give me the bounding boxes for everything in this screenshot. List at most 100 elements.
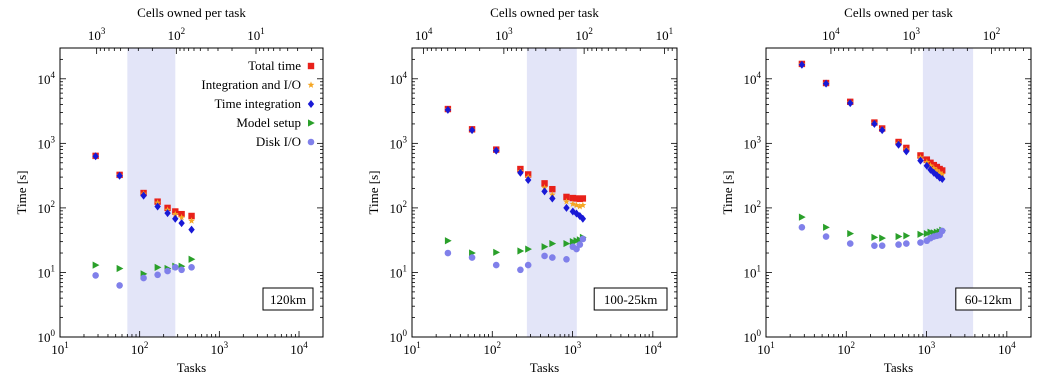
data-point: [92, 152, 99, 161]
y-tick-label: 102: [38, 199, 56, 216]
data-point: [939, 175, 946, 184]
data-point: [895, 232, 903, 241]
data-point: [563, 203, 570, 212]
panel-label: 100-25km: [604, 292, 657, 307]
series-disk-i-o: [444, 235, 587, 274]
data-point: [579, 195, 587, 202]
series-disk-i-o: [798, 224, 946, 249]
data-point: [936, 169, 944, 176]
top-tick-label: 102: [168, 26, 186, 43]
data-point: [878, 242, 886, 249]
data-point: [493, 146, 500, 155]
legend: Total time Integration and I/O Time integr…: [201, 58, 315, 149]
top-tick-label: 103: [88, 26, 106, 43]
y-tick-label: 103: [38, 134, 56, 151]
data-point: [917, 156, 924, 165]
legend-marker: [307, 138, 315, 146]
x-tick-label: 101: [403, 340, 421, 357]
x-tick-label: 101: [757, 340, 775, 357]
x-tick-label: 102: [131, 340, 149, 357]
panel-label-box: [955, 287, 1022, 311]
panel-label-box: [262, 287, 314, 311]
data-point: [938, 227, 946, 235]
data-point: [871, 242, 878, 249]
legend-marker: [307, 62, 315, 70]
data-point: [154, 202, 161, 211]
data-point: [171, 210, 179, 218]
data-point: [541, 180, 548, 187]
y-tick-label: 100: [390, 328, 408, 345]
legend-label: Time integration: [214, 96, 301, 111]
data-point: [576, 202, 584, 210]
y-axis-title: Time [s]: [14, 171, 29, 215]
data-point: [917, 230, 925, 238]
data-point: [92, 272, 99, 279]
y-tick-label: 103: [390, 134, 408, 151]
data-point: [923, 229, 931, 238]
top-tick-label: 101: [656, 26, 674, 43]
data-point: [871, 233, 879, 241]
data-point: [895, 140, 902, 149]
data-point: [930, 164, 938, 172]
x-tick-label: 104: [290, 340, 308, 357]
data-point: [188, 217, 195, 224]
plot-frame: [411, 47, 678, 338]
data-point: [573, 201, 580, 209]
y-tick-label: 101: [390, 263, 408, 280]
data-point: [549, 194, 556, 203]
shaded-region: [127, 48, 176, 337]
data-point: [563, 198, 570, 205]
data-point: [541, 243, 549, 251]
y-tick-label: 104: [38, 70, 56, 87]
data-point: [798, 224, 806, 231]
series-time-integration: [92, 152, 195, 234]
data-point: [549, 239, 557, 248]
data-point: [541, 252, 548, 260]
data-point: [178, 266, 185, 274]
data-point: [524, 176, 532, 185]
top-tick-label: 103: [495, 26, 513, 43]
data-point: [923, 161, 931, 170]
data-point: [569, 200, 577, 207]
data-point: [895, 241, 902, 248]
top-axis-title: Cells owned per task: [490, 5, 599, 20]
data-point: [573, 195, 580, 202]
x-axis-title: Tasks: [530, 360, 559, 375]
legend-label: Model setup: [236, 115, 301, 130]
data-point: [549, 185, 556, 193]
top-tick-label: 101: [247, 26, 264, 43]
data-point: [569, 194, 577, 202]
data-point: [188, 255, 196, 263]
top-axis-title: Cells owned per task: [844, 5, 953, 20]
series-time-integration: [444, 105, 587, 223]
data-point: [116, 282, 123, 289]
data-point: [903, 147, 910, 156]
data-point: [938, 170, 946, 178]
data-point: [525, 245, 532, 253]
data-point: [178, 213, 186, 221]
data-point: [569, 238, 577, 246]
x-tick-label: 103: [918, 340, 936, 357]
data-point: [847, 99, 854, 108]
top-tick-label: 103: [902, 26, 920, 43]
x-tick-label: 102: [838, 340, 856, 357]
plot-frame: [765, 47, 1032, 338]
data-point: [524, 261, 532, 269]
data-point: [164, 209, 171, 218]
data-point: [154, 199, 162, 206]
data-point: [878, 126, 886, 135]
data-point: [140, 274, 147, 282]
data-point: [154, 263, 162, 271]
x-tick-label: 102: [484, 340, 502, 357]
data-point: [822, 233, 830, 240]
data-point: [933, 171, 941, 180]
y-tick-label: 101: [38, 263, 56, 280]
data-point: [871, 119, 878, 128]
top-axis-title: Cells owned per task: [137, 5, 246, 20]
x-tick-label: 101: [51, 340, 69, 357]
data-point: [927, 162, 934, 169]
y-tick-label: 104: [744, 70, 762, 87]
data-point: [188, 212, 195, 220]
